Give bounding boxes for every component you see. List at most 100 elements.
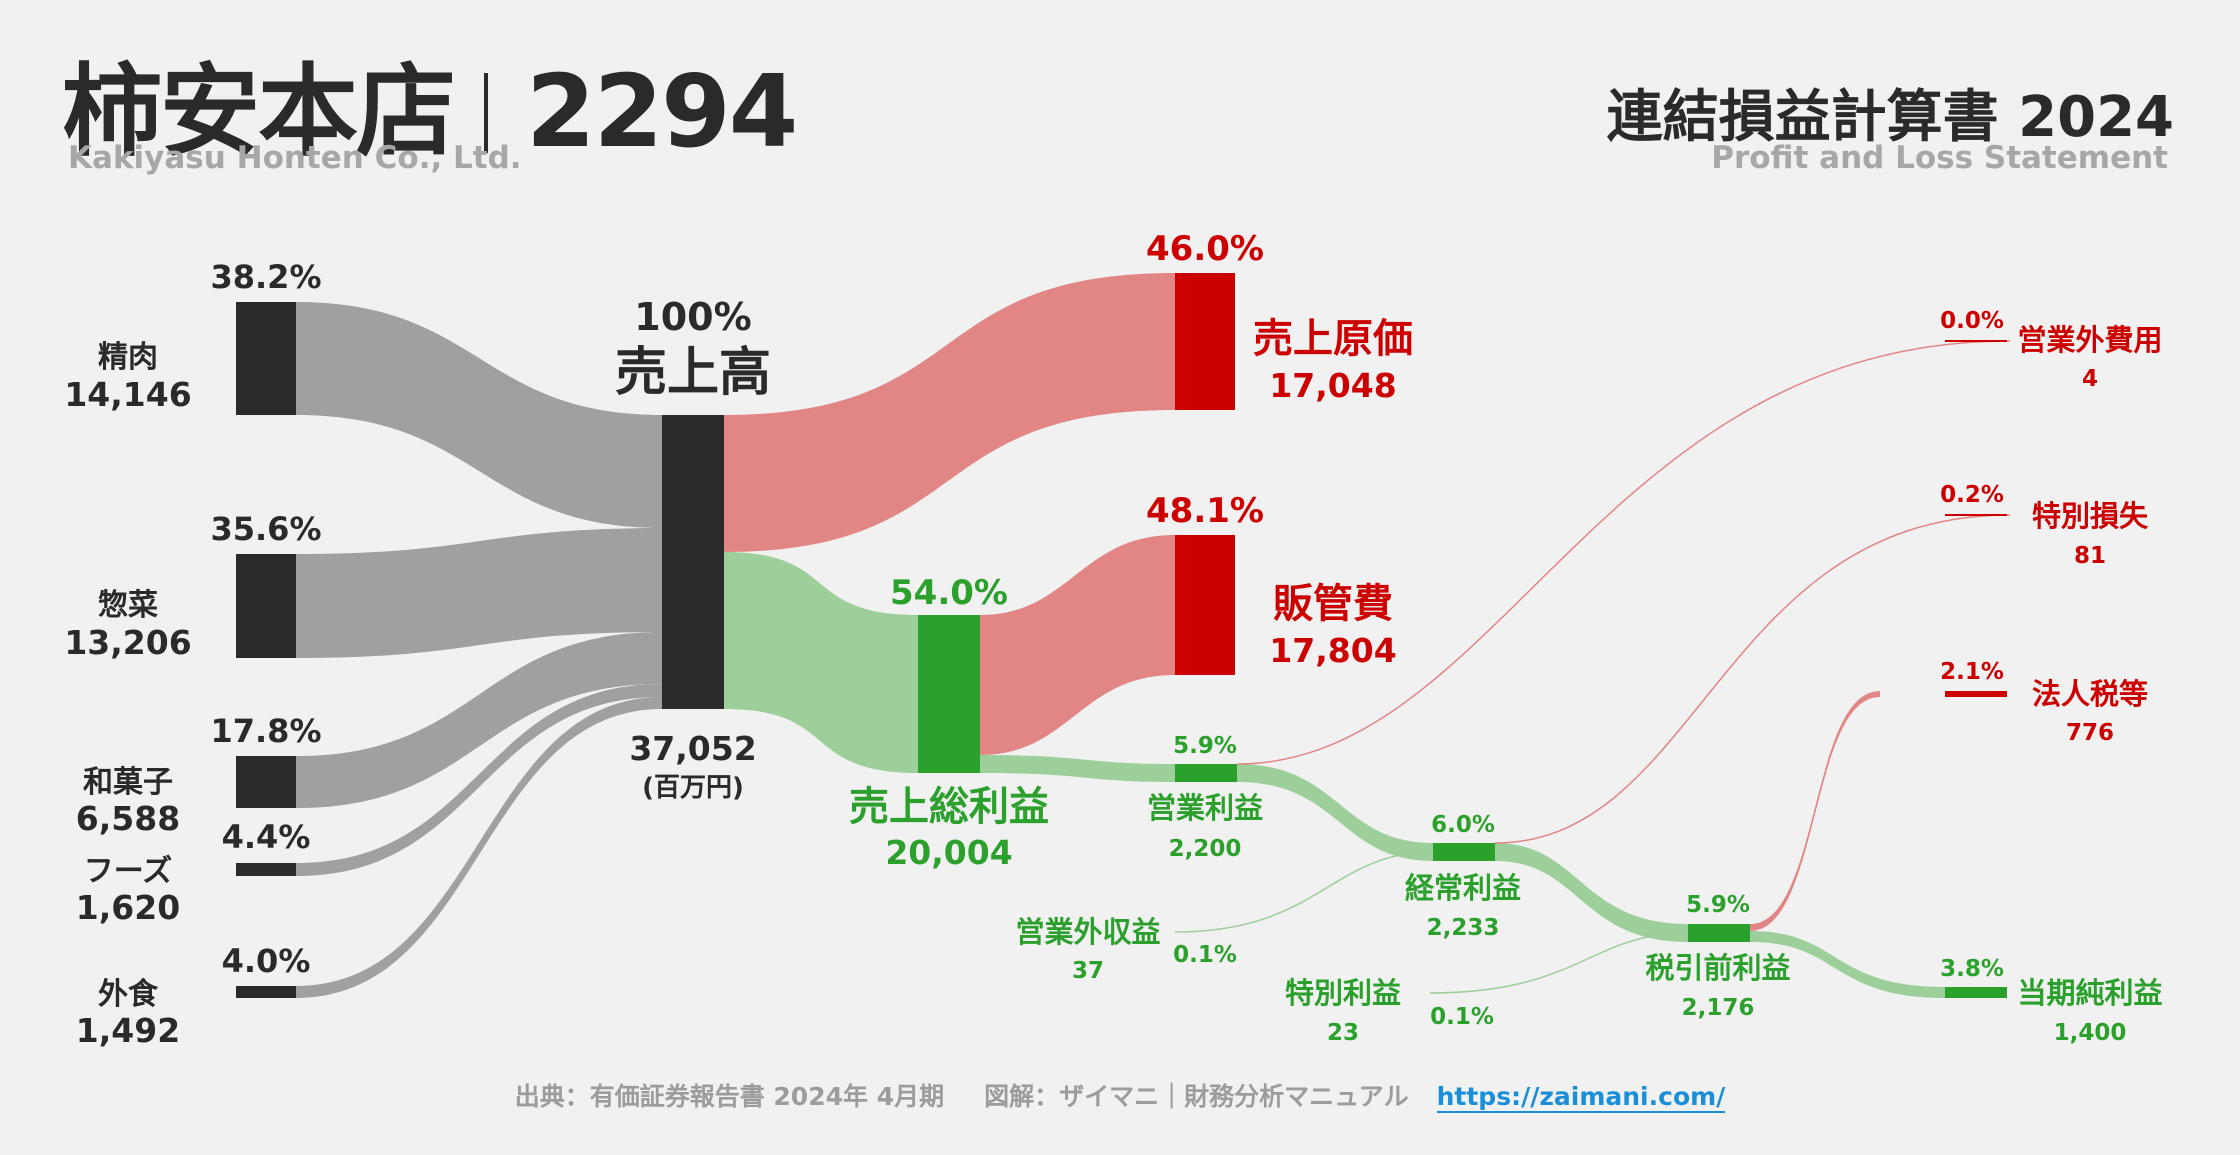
- special-gain-value: 23: [1327, 1020, 1359, 1046]
- footer-source: 出典：有価証券報告書 2024年 4月期: [514, 1082, 945, 1111]
- footer-credit: 図解：ザイマニ｜財務分析マニュアル: [984, 1082, 1409, 1111]
- cogs-pct: 46.0%: [1146, 229, 1264, 269]
- operating-profit-name: 営業利益: [1147, 791, 1263, 825]
- flow-non-op-income: [1174, 851, 1434, 933]
- node-seiniku: [236, 302, 296, 415]
- gaishoku-value: 1,492: [76, 1011, 180, 1050]
- flow-operating-profit: [980, 755, 1175, 782]
- title-separator: [484, 72, 488, 153]
- gaishoku-pct: 4.0%: [222, 942, 311, 980]
- sga-value: 17,804: [1269, 631, 1396, 670]
- ordinary-profit-pct: 6.0%: [1431, 812, 1495, 838]
- revenue-value: 37,052: [629, 729, 756, 768]
- gross-profit-name: 売上総利益: [849, 784, 1049, 830]
- cogs-value: 17,048: [1269, 366, 1396, 405]
- net-profit-pct: 3.8%: [1940, 956, 2004, 982]
- node-gaishoku: [236, 986, 296, 998]
- company-title: 柿安本店 2294: [62, 30, 798, 175]
- revenue-name: 売上高: [615, 343, 771, 403]
- flow-gaishoku: [296, 697, 662, 998]
- node-operating-profit: [1175, 764, 1237, 782]
- flow-special-loss: [1494, 514, 2011, 844]
- company-name-en: Kakiyasu Honten Co., Ltd.: [68, 140, 522, 176]
- node-ordinary-profit: [1433, 843, 1495, 861]
- foods-value: 1,620: [76, 888, 180, 927]
- flow-to-pretax: [1495, 843, 1688, 942]
- footer-url-link[interactable]: https://zaimani.com/: [1436, 1082, 1726, 1113]
- seiniku-pct: 38.2%: [210, 258, 321, 296]
- pretax-profit-pct: 5.9%: [1686, 892, 1750, 918]
- flow-special-gain: [1429, 932, 1689, 994]
- statement-subtitle: Profit and Loss Statement: [1711, 140, 2168, 176]
- sga-name: 販管費: [1273, 581, 1393, 627]
- gross-profit-pct: 54.0%: [890, 573, 1008, 613]
- flow-net-profit: [1750, 931, 1945, 998]
- pretax-profit-name: 税引前利益: [1645, 951, 1790, 985]
- tax-pct: 2.1%: [1940, 659, 2004, 685]
- pretax-profit-value: 2,176: [1682, 995, 1755, 1021]
- flow-non-op-expense: [1236, 340, 2011, 765]
- node-foods: [236, 863, 296, 876]
- non-op-income-pct: 0.1%: [1173, 942, 1237, 968]
- foods-pct: 4.4%: [222, 818, 311, 856]
- node-net-profit: [1945, 987, 2007, 998]
- node-sga: [1175, 535, 1235, 675]
- flow-sozai: [296, 528, 662, 658]
- flow-wagashi: [296, 632, 662, 808]
- special-gain-pct: 0.1%: [1430, 1004, 1494, 1030]
- flow-seibniku: [296, 302, 662, 528]
- net-profit-name: 当期純利益: [2017, 976, 2162, 1010]
- sozai-value: 13,206: [64, 623, 191, 662]
- company-name: 柿安本店: [62, 53, 456, 170]
- non-op-expense-name: 営業外費用: [2017, 323, 2162, 357]
- flow-gross-profit: [724, 552, 918, 773]
- operating-profit-pct: 5.9%: [1173, 733, 1237, 759]
- non-op-expense-pct: 0.0%: [1940, 308, 2004, 334]
- gross-profit-value: 20,004: [885, 833, 1012, 872]
- special-gain-name: 特別利益: [1285, 976, 1401, 1010]
- ordinary-profit-value: 2,233: [1427, 915, 1500, 941]
- special-loss-name: 特別損失: [2032, 499, 2149, 533]
- foods-name: フーズ: [84, 854, 173, 889]
- tax-name: 法人税等: [2032, 677, 2148, 711]
- sozai-name: 惣菜: [98, 588, 158, 623]
- special-loss-value: 81: [2074, 543, 2106, 569]
- ticker-code: 2294: [526, 53, 798, 170]
- node-tax: [1945, 691, 2007, 697]
- seiniku-value: 14,146: [64, 375, 191, 414]
- seiniku-name: 精肉: [98, 340, 158, 375]
- wagashi-name: 和菓子: [83, 765, 173, 800]
- non-op-income-value: 37: [1072, 958, 1104, 984]
- node-gross-profit: [918, 615, 980, 773]
- flow-tax: [1750, 691, 1880, 931]
- flow-cogs: [724, 273, 1175, 552]
- revenue-pct: 100%: [634, 295, 751, 339]
- tax-value: 776: [2066, 720, 2114, 746]
- ordinary-profit-name: 経常利益: [1405, 871, 1521, 905]
- sozai-pct: 35.6%: [210, 510, 321, 548]
- node-sozai: [236, 554, 296, 658]
- special-loss-pct: 0.2%: [1940, 482, 2004, 508]
- wagashi-value: 6,588: [76, 799, 180, 838]
- node-pretax-profit: [1688, 924, 1750, 942]
- node-non-op-expense: [1945, 340, 2007, 342]
- wagashi-pct: 17.8%: [210, 712, 321, 750]
- node-special-loss: [1945, 514, 2007, 516]
- gaishoku-name: 外食: [98, 977, 159, 1012]
- node-revenue: [662, 415, 724, 709]
- non-op-income-name: 営業外収益: [1015, 915, 1160, 949]
- flow-to-ordinary: [1237, 764, 1433, 861]
- revenue-unit: (百万円): [642, 773, 744, 803]
- statement-title: 連結損益計算書 2024: [1606, 85, 2174, 150]
- node-cogs: [1175, 273, 1235, 410]
- node-wagashi: [236, 756, 296, 808]
- flow-sga: [980, 535, 1175, 755]
- operating-profit-value: 2,200: [1169, 836, 1242, 862]
- net-profit-value: 1,400: [2054, 1020, 2127, 1046]
- footer: 出典：有価証券報告書 2024年 4月期 図解：ザイマニ｜財務分析マニュアル htt…: [0, 1077, 2240, 1113]
- cogs-name: 売上原価: [1253, 316, 1413, 362]
- sga-pct: 48.1%: [1146, 491, 1264, 531]
- flow-foods: [296, 684, 662, 876]
- non-op-expense-value: 4: [2082, 366, 2098, 392]
